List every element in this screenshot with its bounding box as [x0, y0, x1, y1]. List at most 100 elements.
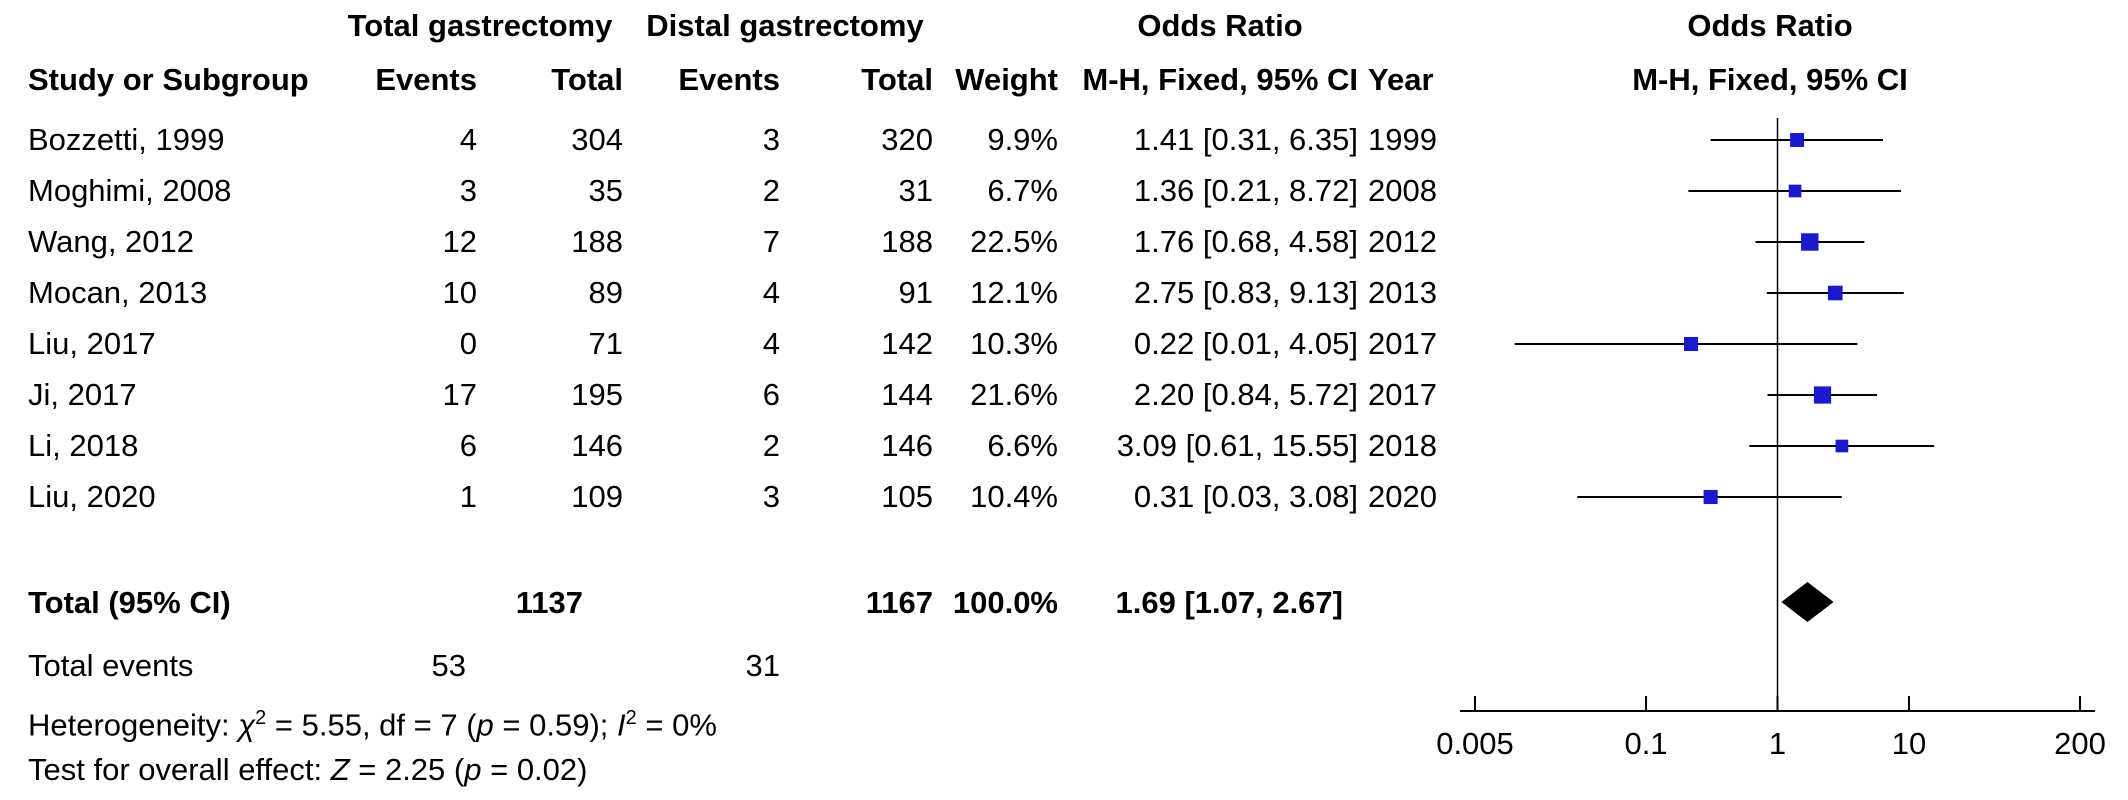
year-cell: 2018 — [1368, 428, 1437, 463]
events1-cell: 6 — [459, 428, 477, 463]
weight-cell: 9.9% — [987, 122, 1058, 157]
year-cell: 1999 — [1368, 122, 1437, 157]
total2-header: Total — [861, 62, 933, 97]
total-label: Total (95% CI) — [28, 585, 231, 620]
events2-cell: 3 — [762, 122, 780, 157]
total1-cell: 71 — [588, 326, 623, 361]
events1-cell: 4 — [459, 122, 477, 157]
total2-cell: 146 — [881, 428, 933, 463]
total2-sum: 1167 — [865, 585, 933, 620]
weight-header: Weight — [955, 62, 1058, 97]
or-method-header: M-H, Fixed, 95% CI — [1082, 62, 1358, 97]
weight-cell: 21.6% — [970, 377, 1058, 412]
events2-cell: 4 — [762, 275, 780, 310]
group1-header: Total gastrectomy — [347, 8, 613, 43]
total1-sum: 1137 — [515, 585, 583, 620]
events2-cell: 7 — [762, 224, 780, 259]
study-name: Liu, 2017 — [28, 326, 156, 361]
total1-cell: 109 — [571, 479, 623, 514]
or-ci-cell: 0.31 [0.03, 3.08] — [1133, 479, 1358, 514]
x-tick-label: 0.005 — [1436, 726, 1514, 761]
total2-cell: 188 — [881, 224, 933, 259]
total-events-label: Total events — [28, 648, 194, 683]
total1-header: Total — [551, 62, 623, 97]
year-cell: 2017 — [1368, 326, 1437, 361]
or-ci-cell: 1.36 [0.21, 8.72] — [1133, 173, 1358, 208]
weight-cell: 10.4% — [970, 479, 1058, 514]
x-tick-label: 200 — [2054, 726, 2106, 761]
total1-cell: 195 — [571, 377, 623, 412]
group2-header: Distal gastrectomy — [646, 8, 924, 43]
total1-cell: 304 — [571, 122, 623, 157]
study-name: Moghimi, 2008 — [28, 173, 232, 208]
events1-cell: 10 — [442, 275, 477, 310]
total2-cell: 320 — [881, 122, 933, 157]
study-box — [1703, 489, 1718, 505]
total1-cell: 35 — [588, 173, 623, 208]
or-ci-cell: 0.22 [0.01, 4.05] — [1133, 326, 1358, 361]
weight-cell: 12.1% — [970, 275, 1058, 310]
study-name: Ji, 2017 — [28, 377, 137, 412]
total-events2: 31 — [745, 648, 780, 683]
x-tick-label: 0.1 — [1624, 726, 1667, 761]
year-header: Year — [1368, 62, 1434, 97]
events1-cell: 0 — [459, 326, 477, 361]
year-cell: 2017 — [1368, 377, 1437, 412]
or-ci-cell: 2.75 [0.83, 9.13] — [1133, 275, 1358, 310]
total2-cell: 105 — [881, 479, 933, 514]
weight-cell: 10.3% — [970, 326, 1058, 361]
year-cell: 2008 — [1368, 173, 1437, 208]
year-cell: 2012 — [1368, 224, 1437, 259]
study-box — [1813, 386, 1832, 404]
total2-cell: 142 — [881, 326, 933, 361]
x-tick-label: 1 — [1769, 726, 1786, 761]
overall-effect-text: Test for overall effect: Z = 2.25 (p = 0… — [28, 752, 588, 787]
events1-cell: 17 — [442, 377, 477, 412]
total1-cell: 89 — [588, 275, 623, 310]
events2-cell: 2 — [762, 173, 780, 208]
pooled-diamond — [1781, 582, 1834, 622]
or-ci-cell: 2.20 [0.84, 5.72] — [1133, 377, 1358, 412]
total-or-ci: 1.69 [1.07, 2.67] — [1115, 585, 1344, 620]
total-weight: 100.0% — [952, 585, 1058, 620]
events1-cell: 3 — [459, 173, 477, 208]
events1-header: Events — [375, 62, 477, 97]
year-cell: 2013 — [1368, 275, 1437, 310]
weight-cell: 22.5% — [970, 224, 1058, 259]
or-ci-cell: 1.76 [0.68, 4.58] — [1133, 224, 1358, 259]
study-header: Study or Subgroup — [28, 62, 309, 97]
total-events1: 53 — [431, 648, 466, 683]
study-name: Li, 2018 — [28, 428, 139, 463]
total1-cell: 146 — [571, 428, 623, 463]
heterogeneity-text: Heterogeneity: χ2 = 5.55, df = 7 (p = 0.… — [28, 707, 717, 743]
events2-cell: 3 — [762, 479, 780, 514]
study-name: Mocan, 2013 — [28, 275, 208, 310]
study-box — [1835, 439, 1849, 453]
events1-cell: 12 — [442, 224, 477, 259]
events2-cell: 4 — [762, 326, 780, 361]
events2-cell: 6 — [762, 377, 780, 412]
total2-cell: 144 — [881, 377, 933, 412]
study-name: Liu, 2020 — [28, 479, 156, 514]
plot-subtitle: M-H, Fixed, 95% CI — [1632, 62, 1908, 97]
events2-cell: 2 — [762, 428, 780, 463]
weight-cell: 6.6% — [987, 428, 1058, 463]
or-ci-cell: 3.09 [0.61, 15.55] — [1116, 428, 1358, 463]
total2-cell: 91 — [898, 275, 933, 310]
x-tick-label: 10 — [1892, 726, 1926, 761]
study-box — [1790, 133, 1805, 147]
year-cell: 2020 — [1368, 479, 1437, 514]
or-column-header: Odds Ratio — [1137, 8, 1303, 43]
study-box — [1684, 336, 1699, 352]
weight-cell: 6.7% — [987, 173, 1058, 208]
study-name: Bozzetti, 1999 — [28, 122, 225, 157]
events1-cell: 1 — [459, 479, 477, 514]
events2-header: Events — [678, 62, 780, 97]
study-box — [1788, 184, 1802, 198]
study-box — [1827, 285, 1843, 301]
study-box — [1801, 233, 1819, 251]
study-name: Wang, 2012 — [28, 224, 195, 259]
total2-cell: 31 — [898, 173, 933, 208]
or-ci-cell: 1.41 [0.31, 6.35] — [1133, 122, 1358, 157]
